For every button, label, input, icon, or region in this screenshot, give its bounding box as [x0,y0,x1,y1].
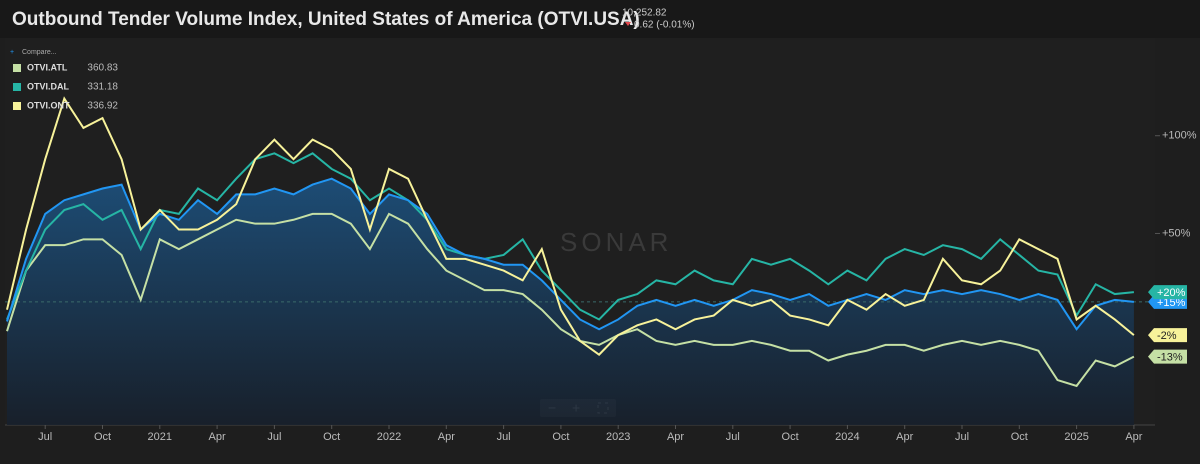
change: 0.62 (-0.01%) [634,20,695,31]
x-tick-label: 2021 [148,431,172,443]
x-tick-label: 2025 [1064,431,1088,443]
y-tick-label: +100% [1162,130,1197,142]
end-label-bg [1148,349,1187,364]
legend-swatch [13,64,21,72]
x-tick-label: Apr [667,431,684,443]
x-tick-label: Oct [94,431,111,443]
end-label: +20% [1157,287,1186,299]
legend-swatch [13,83,21,91]
end-label-bg [1148,328,1187,343]
end-label: +15% [1157,297,1186,309]
compare-plus[interactable]: + [10,49,14,56]
x-tick-label: Apr [896,431,913,443]
legend-value: 331.18 [87,82,118,93]
legend-label: OTVI.DAL [27,81,70,91]
x-tick-label: Jul [726,431,740,443]
x-tick-label: Oct [1011,431,1028,443]
x-tick-label: Jul [38,431,52,443]
x-tick-label: Oct [323,431,340,443]
down-arrow [625,22,631,26]
x-tick-label: Jul [497,431,511,443]
chart-title: Outbound Tender Volume Index, United Sta… [12,9,640,30]
line [6,212,1135,388]
x-tick-label: 2022 [377,431,401,443]
legend-label: OTVI.ATL [27,62,68,72]
legend-swatch [13,102,21,110]
line [6,177,1135,331]
line [6,96,1135,356]
x-tick-label: 2024 [835,431,859,443]
legend-label: OTVI.ONT [27,100,70,110]
quote: 10,252.82 [622,8,667,19]
line [6,152,1135,321]
legend-value: 360.83 [87,63,118,74]
header-bar [0,0,1200,38]
y-tick-label: +50% [1162,227,1191,239]
x-tick-label: Apr [1125,431,1142,443]
legend-value: 336.92 [87,101,118,112]
x-tick-label: Apr [438,431,455,443]
x-tick-label: Jul [955,431,969,443]
end-label-bg [1148,285,1187,300]
x-tick-label: 2023 [606,431,630,443]
x-tick-label: Oct [782,431,799,443]
watermark: SONAR [560,227,672,257]
end-label: -13% [1157,351,1183,363]
x-tick-label: Oct [552,431,569,443]
x-tick-label: Apr [209,431,226,443]
x-tick-label: Jul [267,431,281,443]
end-label: -2% [1157,330,1177,342]
area [7,178,1134,425]
compare[interactable]: Compare... [22,49,57,56]
